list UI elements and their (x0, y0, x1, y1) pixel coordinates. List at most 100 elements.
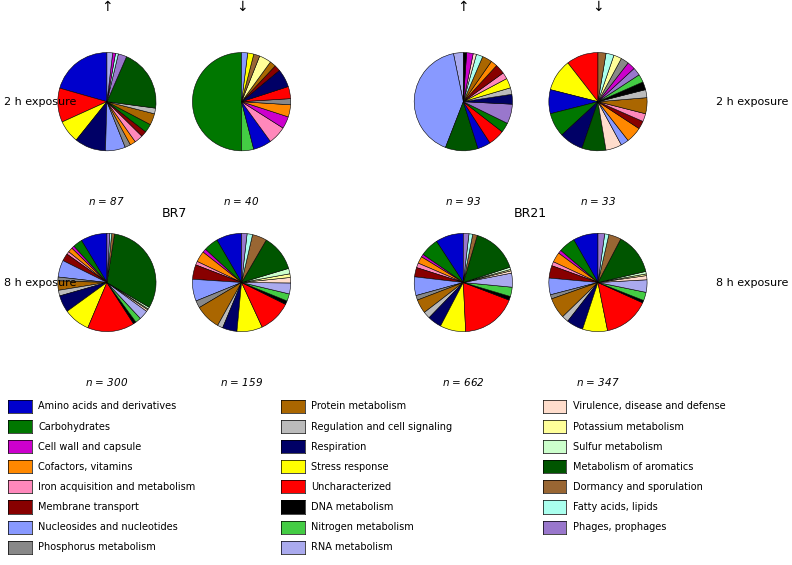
Wedge shape (242, 282, 286, 327)
Wedge shape (82, 233, 107, 282)
Wedge shape (107, 53, 118, 102)
Wedge shape (217, 233, 242, 282)
Wedge shape (67, 252, 107, 282)
Wedge shape (550, 63, 598, 102)
Text: Dormancy and sporulation: Dormancy and sporulation (573, 482, 703, 492)
Wedge shape (107, 102, 142, 142)
Wedge shape (107, 53, 116, 102)
Text: $n$ = 40: $n$ = 40 (223, 195, 260, 207)
Wedge shape (598, 239, 645, 282)
Wedge shape (58, 277, 107, 282)
Wedge shape (598, 55, 622, 102)
Wedge shape (568, 53, 598, 102)
Wedge shape (445, 102, 478, 151)
Wedge shape (463, 270, 511, 282)
Wedge shape (67, 282, 107, 328)
Wedge shape (583, 282, 607, 332)
Wedge shape (197, 252, 242, 282)
Wedge shape (107, 56, 156, 108)
Wedge shape (416, 282, 463, 300)
Text: Uncharacterized: Uncharacterized (311, 482, 391, 492)
Text: DNA metabolism: DNA metabolism (311, 502, 394, 512)
Text: Regulation and cell signaling: Regulation and cell signaling (311, 421, 452, 432)
Text: 2 h exposure: 2 h exposure (4, 97, 76, 107)
Wedge shape (463, 79, 510, 102)
Wedge shape (463, 88, 512, 102)
Wedge shape (463, 54, 477, 102)
Wedge shape (242, 56, 270, 102)
Wedge shape (562, 102, 598, 148)
Text: $n$ = 662: $n$ = 662 (442, 376, 485, 388)
Wedge shape (598, 102, 639, 141)
Wedge shape (59, 282, 107, 296)
Wedge shape (76, 102, 107, 151)
Wedge shape (421, 254, 463, 282)
Wedge shape (463, 73, 507, 102)
Wedge shape (598, 102, 643, 129)
Wedge shape (561, 240, 598, 282)
Wedge shape (598, 82, 645, 102)
Wedge shape (107, 54, 127, 102)
Wedge shape (242, 282, 287, 305)
Wedge shape (107, 233, 110, 282)
Text: $n$ = 347: $n$ = 347 (576, 376, 620, 388)
Wedge shape (418, 257, 463, 282)
Wedge shape (550, 282, 598, 299)
Text: 2 h exposure: 2 h exposure (716, 97, 788, 107)
Wedge shape (598, 280, 647, 292)
Wedge shape (463, 282, 512, 297)
Text: $n$ = 300: $n$ = 300 (86, 376, 128, 388)
Wedge shape (72, 246, 107, 282)
Wedge shape (598, 68, 639, 102)
Wedge shape (598, 102, 645, 121)
Wedge shape (598, 53, 606, 102)
Wedge shape (223, 282, 242, 332)
Wedge shape (598, 276, 647, 282)
Wedge shape (425, 282, 463, 318)
Wedge shape (107, 234, 156, 307)
Wedge shape (598, 63, 634, 102)
Wedge shape (242, 102, 283, 141)
Text: ↑: ↑ (101, 0, 112, 14)
Wedge shape (58, 88, 107, 122)
Wedge shape (59, 53, 107, 102)
Wedge shape (242, 71, 288, 102)
Wedge shape (550, 102, 598, 135)
Text: BR7: BR7 (162, 207, 187, 220)
Text: RNA metabolism: RNA metabolism (311, 542, 393, 552)
Wedge shape (192, 279, 242, 301)
Wedge shape (107, 234, 115, 282)
Wedge shape (423, 241, 463, 282)
Wedge shape (598, 274, 646, 282)
Wedge shape (242, 274, 291, 282)
Wedge shape (463, 234, 478, 282)
Wedge shape (582, 102, 606, 151)
Text: Fatty acids, lipids: Fatty acids, lipids (573, 502, 657, 512)
Wedge shape (107, 282, 147, 319)
Text: Cell wall and capsule: Cell wall and capsule (38, 442, 141, 451)
Wedge shape (454, 53, 463, 102)
Wedge shape (107, 102, 135, 145)
Text: Potassium metabolism: Potassium metabolism (573, 421, 683, 432)
Wedge shape (242, 240, 288, 282)
Wedge shape (242, 282, 291, 294)
Wedge shape (463, 102, 502, 143)
Wedge shape (205, 240, 242, 282)
Text: Sulfur metabolism: Sulfur metabolism (573, 442, 662, 451)
Text: Nucleosides and nucleotides: Nucleosides and nucleotides (38, 522, 177, 532)
Text: Iron acquisition and metabolism: Iron acquisition and metabolism (38, 482, 196, 492)
Wedge shape (463, 66, 503, 102)
Wedge shape (417, 282, 463, 312)
Wedge shape (58, 281, 107, 290)
Wedge shape (549, 266, 598, 282)
Wedge shape (242, 53, 248, 102)
Wedge shape (463, 233, 469, 282)
Wedge shape (74, 241, 107, 282)
Wedge shape (107, 53, 112, 102)
Wedge shape (242, 53, 253, 102)
Text: Nitrogen metabolism: Nitrogen metabolism (311, 522, 414, 532)
Wedge shape (242, 66, 280, 102)
Wedge shape (598, 282, 642, 331)
Wedge shape (107, 282, 148, 311)
Wedge shape (59, 282, 107, 311)
